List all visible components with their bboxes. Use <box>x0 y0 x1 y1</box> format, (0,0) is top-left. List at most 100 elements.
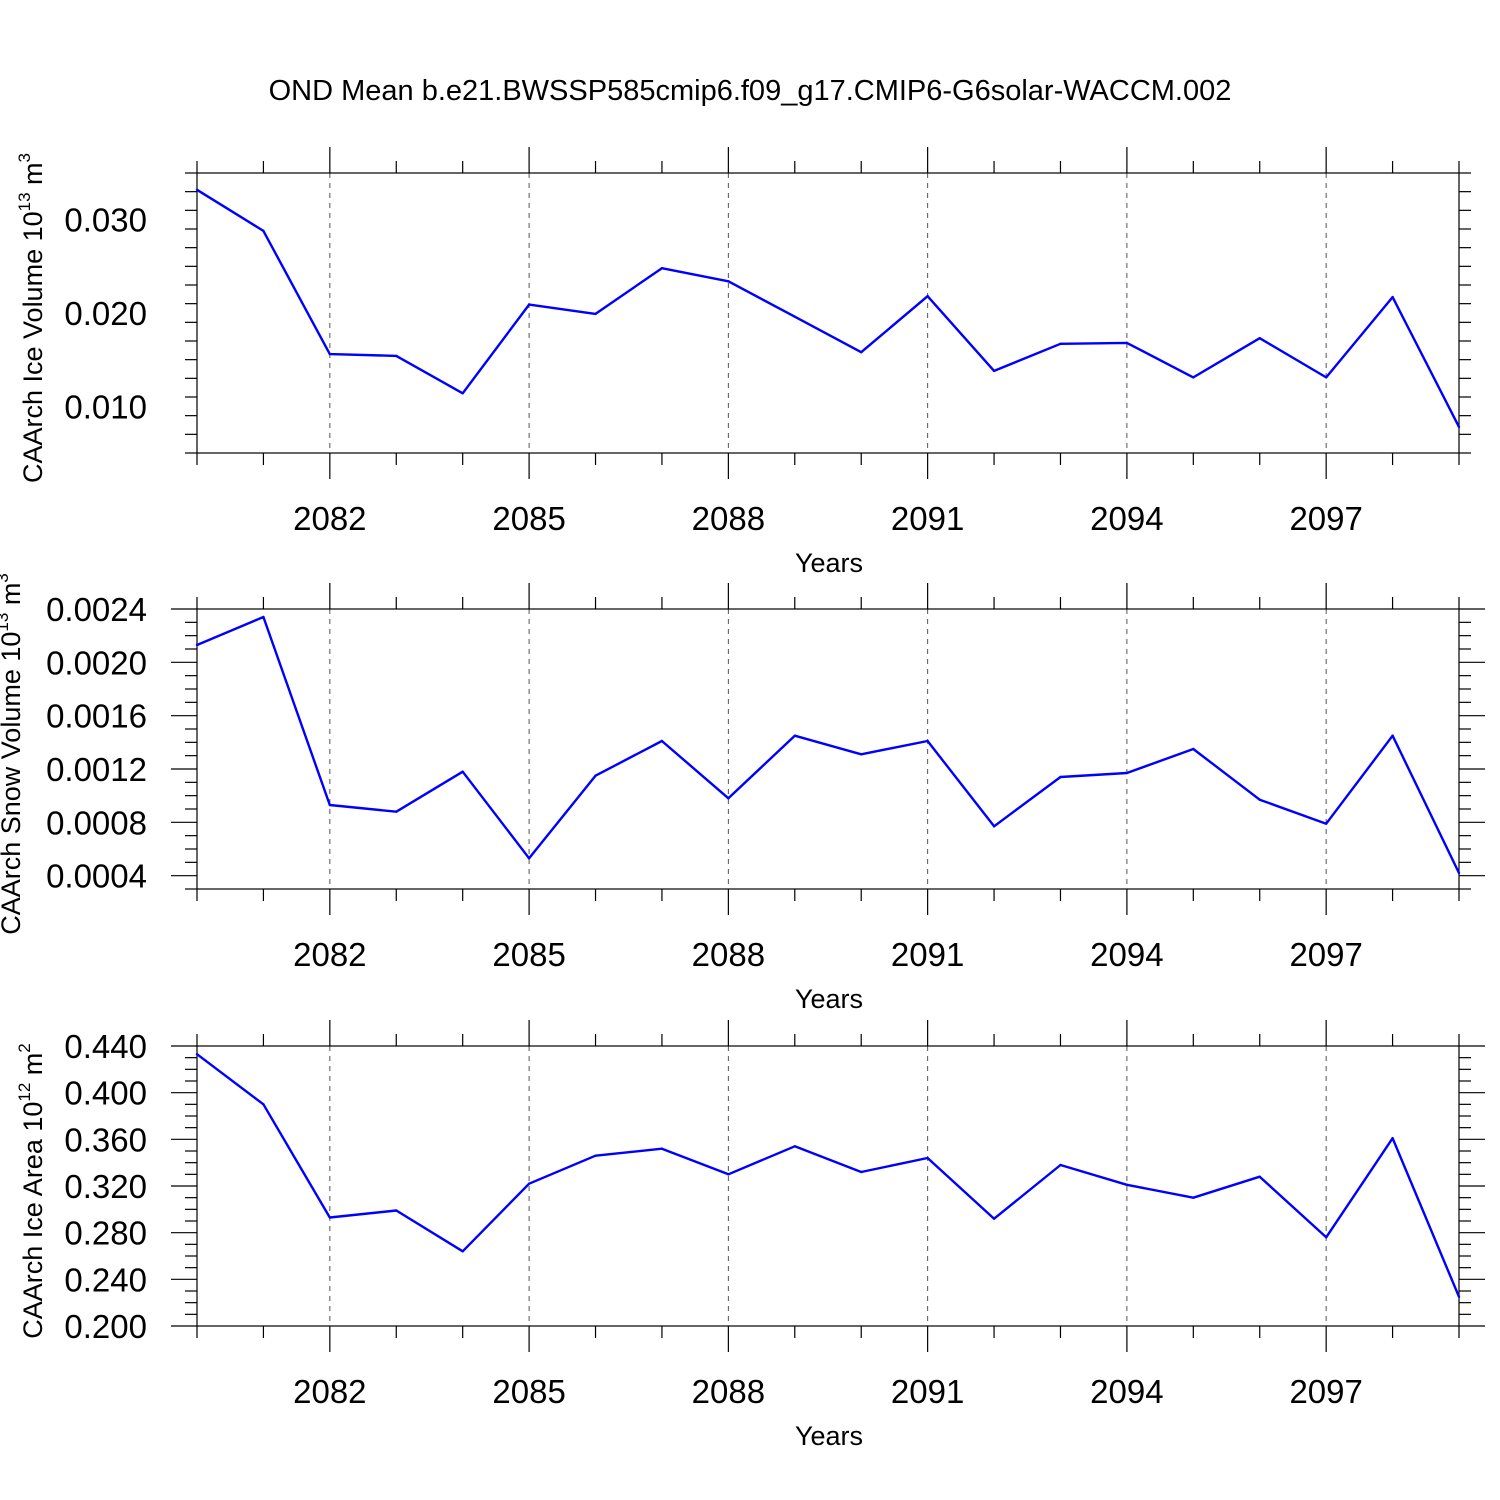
x-tick-label: 2094 <box>1090 1373 1163 1410</box>
plot-frame <box>196 172 1460 454</box>
series-line <box>196 1053 1461 1298</box>
y-axis-label-text: CAArch Ice Volume 10 <box>18 211 48 483</box>
data-point <box>527 857 531 860</box>
data-point <box>926 1156 929 1160</box>
data-point <box>195 643 199 647</box>
series-line <box>196 615 1461 874</box>
x-tick-label: 2094 <box>1090 500 1163 537</box>
y-axis-label-unit-exponent: 3 <box>0 573 12 582</box>
data-point <box>328 803 332 807</box>
y-tick-label: 0.360 <box>64 1121 147 1158</box>
data-point <box>793 315 796 318</box>
y-tick-label: 0.320 <box>64 1168 147 1205</box>
y-axis-label-unit: m <box>18 162 48 192</box>
data-point <box>926 739 929 743</box>
data-point <box>1192 1196 1195 1199</box>
data-point <box>1258 337 1261 340</box>
data-point <box>594 774 597 777</box>
x-tick-label: 2091 <box>891 1373 964 1410</box>
data-point <box>1192 747 1195 751</box>
x-tick-label: 2085 <box>492 500 565 537</box>
x-tick-label: 2082 <box>293 1373 366 1410</box>
data-point <box>1258 1175 1261 1178</box>
y-axis-label: CAArch Ice Volume 1013 m3 <box>15 153 48 483</box>
data-point <box>1391 734 1394 737</box>
data-point <box>262 615 265 619</box>
x-tick-label: 2091 <box>891 500 964 537</box>
data-point <box>1457 425 1461 429</box>
data-point <box>1125 771 1129 775</box>
data-point <box>727 797 730 800</box>
data-point <box>395 354 398 358</box>
data-point <box>395 810 398 813</box>
y-tick-label: 0.0016 <box>46 698 147 735</box>
data-point <box>1391 1136 1394 1140</box>
data-point <box>395 1209 398 1212</box>
data-point <box>1457 1295 1461 1299</box>
x-tick-label: 2088 <box>692 1373 765 1410</box>
data-point <box>992 825 996 828</box>
data-point <box>860 351 863 354</box>
data-point <box>992 369 996 373</box>
x-tick-label: 2091 <box>891 936 964 973</box>
data-point <box>926 295 929 298</box>
data-point <box>727 280 730 283</box>
y-tick-label: 0.240 <box>64 1261 147 1298</box>
y-tick-label: 0.0004 <box>46 858 147 895</box>
data-point <box>1457 871 1461 875</box>
data-point <box>527 303 531 306</box>
chart-panel-3: 2082 2085 2088 2091 2094 2097 Years 0.200 0.240 0… <box>15 1020 1485 1451</box>
y-axis-label-unit-exponent: 3 <box>15 153 34 162</box>
y-tick-label: 0.0008 <box>46 804 147 841</box>
y-tick-label: 0.0024 <box>46 591 147 628</box>
data-point <box>660 267 664 270</box>
data-point <box>860 753 863 756</box>
data-point <box>527 1182 531 1185</box>
y-axis-label-text: CAArch Ice Area 10 <box>18 1102 48 1339</box>
data-point <box>328 352 332 356</box>
y-tick-label: 0.0012 <box>46 751 147 788</box>
x-tick-label: 2088 <box>692 936 765 973</box>
y-tick-label: 0.280 <box>64 1215 147 1252</box>
data-point <box>195 1052 199 1056</box>
data-point <box>328 1216 332 1219</box>
data-point <box>1125 341 1129 345</box>
data-point <box>461 1250 464 1253</box>
data-point <box>1192 376 1195 379</box>
y-axis-label-exponent: 13 <box>0 613 12 632</box>
data-point <box>1059 1163 1062 1167</box>
x-axis-label: Years <box>795 1421 863 1451</box>
x-tick-label: 2085 <box>492 936 565 973</box>
data-point <box>1391 295 1394 299</box>
chart-panel-1: 2082 2085 2088 2091 2094 2097 Years 0.010 0.020 0… <box>15 147 1471 578</box>
data-point <box>1324 1236 1328 1239</box>
data-point <box>660 1147 664 1150</box>
data-point <box>793 734 796 737</box>
data-point <box>1125 1183 1129 1187</box>
data-point <box>992 1217 996 1220</box>
y-axis-label-text: CAArch Snow Volume 10 <box>0 632 26 935</box>
y-axis-label: CAArch Snow Volume 1013 m3 <box>0 573 26 935</box>
x-tick-label: 2097 <box>1289 936 1362 973</box>
y-axis-label-unit: m <box>18 1053 48 1083</box>
y-tick-label: 0.440 <box>64 1028 147 1065</box>
x-tick-label: 2085 <box>492 1373 565 1410</box>
chart-panel-2: 2082 2085 2088 2091 2094 2097 Years 0.0004 0.000… <box>0 573 1485 1014</box>
y-tick-label: 0.030 <box>64 202 147 239</box>
data-point <box>1324 376 1328 379</box>
x-tick-label: 2082 <box>293 500 366 537</box>
series-line <box>196 188 1461 428</box>
y-axis-label-unit: m <box>0 583 26 613</box>
data-point <box>660 739 664 743</box>
data-point <box>461 770 464 773</box>
x-axis-label: Years <box>795 548 863 578</box>
y-axis-label-exponent: 12 <box>15 1083 34 1102</box>
y-tick-label: 0.400 <box>64 1075 147 1112</box>
x-tick-label: 2097 <box>1289 500 1362 537</box>
data-point <box>1258 798 1261 801</box>
data-point <box>262 229 265 233</box>
figure-title: OND Mean b.e21.BWSSP585cmip6.f09_g17.CMI… <box>269 75 1232 107</box>
x-tick-label: 2097 <box>1289 1373 1362 1410</box>
y-axis-label-unit-exponent: 2 <box>15 1043 34 1052</box>
